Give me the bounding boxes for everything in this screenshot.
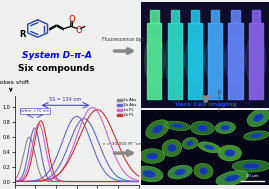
Text: ε > 30,000 M⁻¹cm⁻¹: ε > 30,000 M⁻¹cm⁻¹ (102, 142, 146, 146)
Ellipse shape (182, 137, 198, 149)
Ellipse shape (215, 122, 235, 134)
Ellipse shape (162, 139, 182, 157)
Ellipse shape (225, 175, 240, 181)
Ellipse shape (135, 166, 163, 182)
Bar (211, 10, 220, 23)
Ellipse shape (218, 145, 241, 161)
Ellipse shape (204, 145, 215, 150)
Text: Fluorescence dyes: Fluorescence dyes (102, 37, 147, 42)
Text: R: R (19, 30, 26, 39)
Text: SS = 134 nm: SS = 134 nm (49, 97, 82, 102)
Bar (191, 10, 199, 23)
Bar (208, 23, 222, 99)
Bar (147, 23, 161, 99)
Bar (171, 10, 179, 23)
Ellipse shape (165, 121, 190, 130)
Bar (252, 10, 260, 23)
Ellipse shape (147, 153, 158, 159)
Ellipse shape (145, 34, 164, 87)
Ellipse shape (175, 169, 186, 175)
Ellipse shape (216, 171, 249, 186)
Ellipse shape (244, 131, 269, 140)
Ellipse shape (206, 34, 225, 87)
Ellipse shape (226, 34, 245, 87)
Ellipse shape (225, 149, 235, 157)
Ellipse shape (198, 142, 221, 153)
Ellipse shape (247, 109, 269, 127)
Ellipse shape (197, 125, 208, 131)
Ellipse shape (152, 125, 163, 133)
Text: fwhm <70 nm: fwhm <70 nm (20, 109, 50, 113)
Ellipse shape (187, 141, 194, 146)
Ellipse shape (194, 163, 213, 179)
Text: Vero Cell Imaging: Vero Cell Imaging (175, 102, 237, 107)
Ellipse shape (146, 120, 169, 139)
Legend: 1a Abs, 1b Abs, 1a PL, 1b PL: 1a Abs, 1b Abs, 1a PL, 1b PL (115, 97, 138, 119)
Ellipse shape (251, 133, 262, 138)
Ellipse shape (165, 34, 185, 87)
Text: O: O (76, 26, 82, 35)
Text: 20 μm: 20 μm (246, 174, 259, 178)
Text: Stokes shift: Stokes shift (0, 80, 29, 91)
Text: Six compounds: Six compounds (18, 64, 95, 73)
Ellipse shape (185, 34, 205, 87)
Ellipse shape (246, 34, 266, 87)
Ellipse shape (221, 125, 230, 130)
Ellipse shape (140, 149, 165, 163)
Bar (231, 10, 240, 23)
Ellipse shape (232, 160, 269, 172)
Ellipse shape (168, 165, 192, 179)
Bar (150, 10, 159, 23)
Ellipse shape (172, 124, 183, 128)
Ellipse shape (143, 170, 155, 177)
Bar (249, 23, 263, 99)
Y-axis label: Normalized abs. (a. u.): Normalized abs. (a. u.) (0, 116, 2, 165)
Ellipse shape (243, 163, 260, 169)
Ellipse shape (191, 121, 214, 135)
Bar (168, 23, 182, 99)
Bar (188, 23, 202, 99)
Text: System D-π-A: System D-π-A (22, 51, 91, 60)
Text: Bioimaging: Bioimaging (215, 89, 219, 113)
Ellipse shape (253, 114, 263, 122)
Text: O: O (69, 15, 75, 24)
Ellipse shape (168, 144, 176, 152)
Bar (228, 23, 243, 99)
Ellipse shape (199, 167, 208, 174)
